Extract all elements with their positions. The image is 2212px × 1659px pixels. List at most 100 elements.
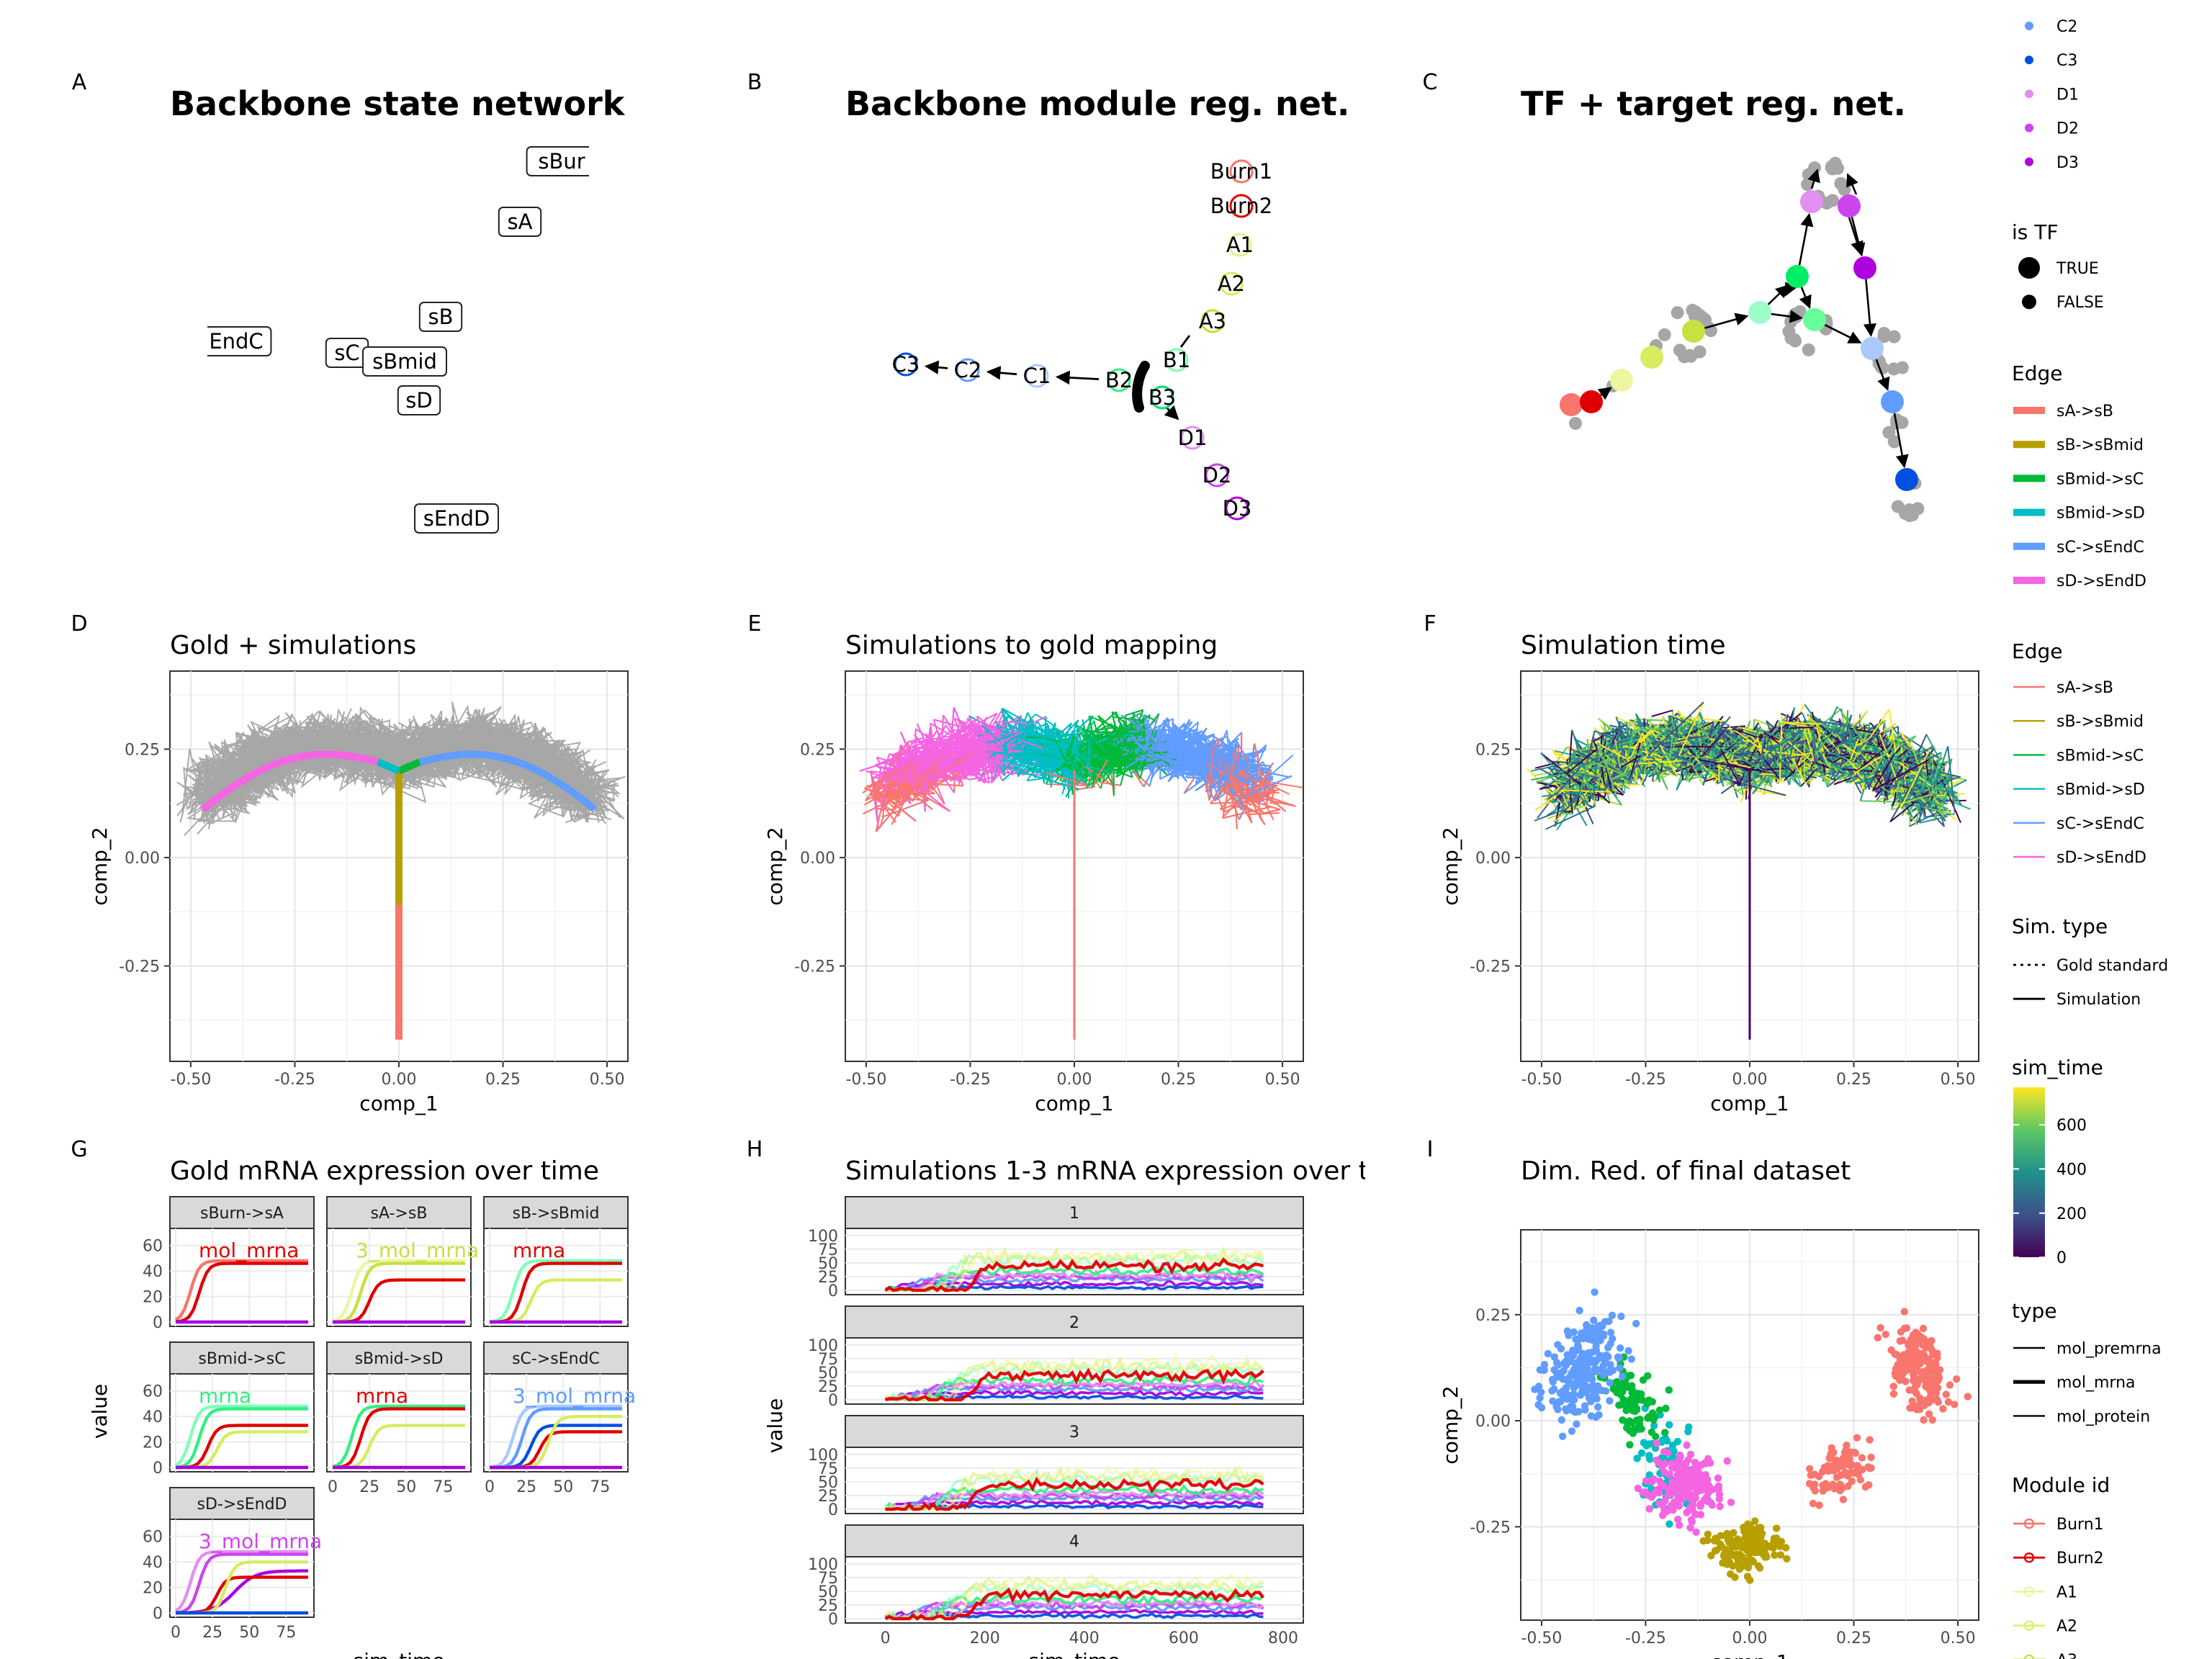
simulation-segment	[1155, 742, 1191, 745]
gene-node-target	[1684, 349, 1698, 363]
module-node: B3	[1148, 385, 1176, 410]
simulation-segment	[953, 707, 976, 756]
x-tick-label: 0.25	[485, 1071, 521, 1089]
y-tick-label: 0.00	[125, 850, 160, 868]
module-node: B1	[1163, 348, 1190, 372]
simulation-segment	[1210, 801, 1237, 804]
module-node-circle	[1219, 271, 1244, 296]
module-node-circle	[1025, 364, 1049, 388]
gene-edge	[1799, 287, 1812, 309]
panel-title-F: Simulation time	[1521, 631, 1726, 660]
simulation-segment	[1115, 729, 1146, 737]
simulation-segment	[1128, 757, 1130, 765]
simulation-segment	[896, 793, 935, 795]
legend-simtime-label: 400	[2056, 1161, 2087, 1179]
simulation-segment	[888, 750, 912, 775]
gene-edge	[1771, 310, 1803, 323]
state-node: sD	[397, 385, 441, 415]
simulation-segment	[1078, 746, 1082, 763]
simulation-segment	[935, 745, 948, 760]
panel-title-I: Dim. Red. of final dataset	[1521, 1156, 1851, 1186]
simulation-segment	[1262, 799, 1274, 821]
simulation-segment	[964, 744, 968, 762]
gene-node-target	[1789, 307, 1802, 321]
panel-letter-H: H	[747, 1137, 763, 1162]
module-edge	[986, 366, 1017, 380]
legend-type-label: mol_mrna	[2056, 1374, 2136, 1392]
module-node: B2	[1105, 368, 1133, 392]
legend2-module-title: Module id	[2012, 1473, 2110, 1497]
module-node-circle	[894, 352, 918, 377]
state-node-label: sA	[508, 210, 533, 234]
simulation-segment	[999, 740, 1017, 771]
plot-panel-F: -0.50 -0.25 0.00 0.25 0.500.250.00-0.25comp_…	[1439, 670, 1979, 1115]
gene-node-target	[1891, 500, 1905, 513]
simulation-segment	[1112, 716, 1144, 721]
simulation-segment	[1020, 734, 1056, 738]
legend-type-title: type	[2012, 1299, 2057, 1323]
simulation-segment	[1167, 768, 1180, 783]
state-node-label: sBmid	[372, 349, 437, 374]
simulation-segment	[1012, 727, 1034, 734]
simulation-segment	[881, 781, 905, 812]
simulation-segment	[1174, 721, 1193, 732]
simulation-segment	[1177, 730, 1203, 752]
simulation-segment	[1017, 759, 1034, 778]
legend-is-tf-key	[2022, 295, 2036, 310]
y-tick-label: 0.25	[125, 741, 160, 759]
simulation-segment	[1192, 742, 1214, 767]
x-axis-label: comp_1	[359, 1092, 438, 1115]
simulation-segment	[1071, 736, 1079, 748]
simulation-segment	[1174, 755, 1194, 778]
simulation-segment	[1149, 719, 1156, 727]
simulation-segment	[938, 732, 968, 743]
gene-edge	[1848, 217, 1863, 255]
module-edge	[924, 360, 948, 374]
simulation-segment	[876, 808, 893, 811]
simulation-trajectory	[184, 730, 412, 837]
simulation-segment	[958, 724, 966, 737]
x-tick-label: 0.50	[1265, 1071, 1300, 1089]
legend-module-label: D1	[2056, 86, 2079, 104]
state-node-label: sEndD	[423, 506, 490, 531]
simulation-segment	[914, 745, 932, 750]
simulation-segment	[933, 719, 980, 732]
gene-node-target	[1887, 435, 1901, 449]
legend2-module-key-point	[2023, 1518, 2035, 1529]
legend-is-tf-label: TRUE	[2056, 260, 2099, 278]
simulation-segment	[1158, 747, 1175, 749]
simulation-segment	[1088, 716, 1095, 741]
simulation-segment	[910, 760, 925, 765]
legend-edge-title: Edge	[2012, 361, 2062, 385]
simulation-segment	[1063, 757, 1084, 767]
simulation-segment	[1046, 733, 1081, 739]
simulation-segment	[1092, 771, 1123, 774]
module-node: D1	[1178, 426, 1208, 450]
legend2-module-label: A2	[2056, 1618, 2077, 1636]
simulation-segment	[1018, 761, 1048, 769]
gene-node-tf	[1853, 256, 1876, 279]
gene-edge	[1807, 168, 1820, 189]
simulation-segment	[1097, 761, 1125, 769]
panel-letter-F: F	[1424, 611, 1436, 637]
simulation-segment	[1087, 734, 1123, 774]
gene-node-target	[1782, 325, 1796, 338]
simulation-segment	[1126, 739, 1134, 750]
legend-simtype-label: Gold standard	[2056, 957, 2168, 975]
simulation-segment	[888, 774, 891, 788]
module-edge-bundle	[1132, 361, 1150, 413]
simulation-segment	[1021, 771, 1079, 790]
legend2-edge-label: sBmid->sC	[2056, 747, 2144, 765]
module-node: A1	[1226, 233, 1254, 257]
simulation-segment	[1264, 793, 1287, 812]
legend-module-key	[2025, 157, 2033, 166]
gene-node-tf	[1610, 369, 1633, 392]
legend-edge-label: sC->sEndC	[2056, 539, 2144, 557]
gene-node-tf	[1881, 390, 1904, 413]
gene-node-target	[1802, 343, 1815, 356]
state-node-box	[498, 207, 542, 237]
legend-module-label: D2	[2056, 120, 2079, 138]
simulation-segment	[1097, 724, 1109, 732]
legend2-module-key-point	[2023, 1620, 2035, 1631]
legend-simtime-label: 200	[2056, 1205, 2087, 1223]
